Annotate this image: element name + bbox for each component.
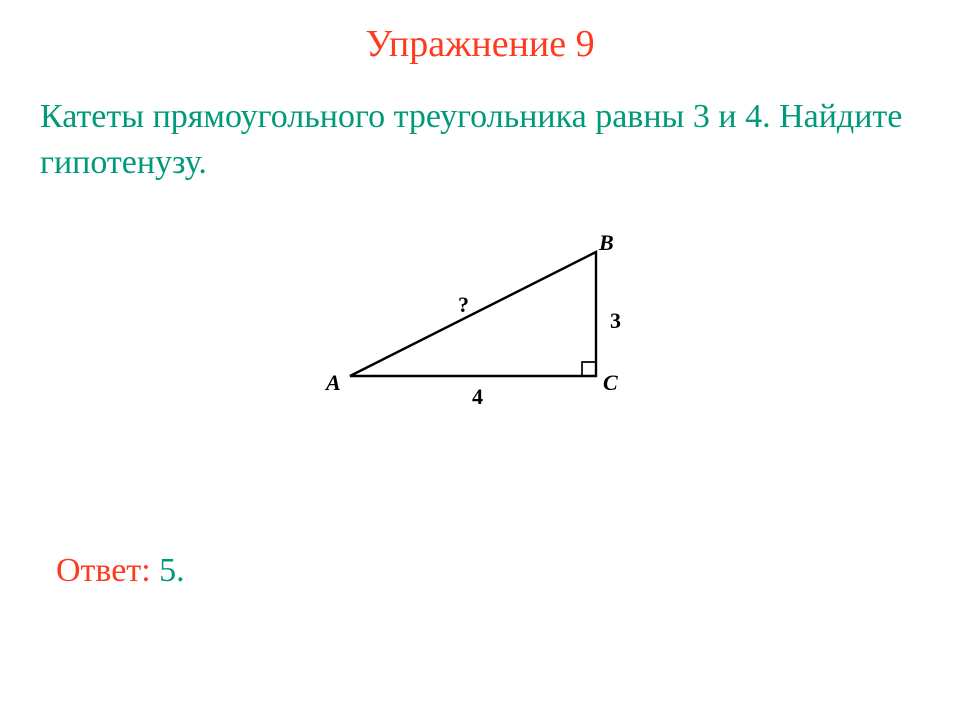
problem-text: Катеты прямоугольного треугольника равны…	[40, 98, 902, 181]
vertex-label-a: A	[326, 370, 341, 396]
triangle-shape	[350, 252, 596, 376]
answer-line: Ответ: 5.	[56, 552, 185, 590]
answer-value: 5.	[159, 552, 185, 589]
problem-statement: Катеты прямоугольного треугольника равны…	[0, 66, 960, 186]
page-title: Упражнение 9	[0, 0, 960, 66]
answer-label: Ответ:	[56, 552, 151, 589]
vertex-label-c: C	[603, 370, 618, 396]
triangle-diagram: A B C ? 3 4	[330, 226, 640, 421]
diagram-container: A B C ? 3 4	[0, 226, 960, 476]
side-label-hypotenuse: ?	[458, 292, 469, 318]
vertex-label-b: B	[599, 230, 614, 256]
title-text: Упражнение 9	[365, 23, 594, 65]
side-label-vertical: 3	[610, 308, 621, 334]
triangle-svg	[330, 226, 640, 416]
side-label-base: 4	[472, 384, 483, 410]
right-angle-marker	[582, 362, 596, 376]
